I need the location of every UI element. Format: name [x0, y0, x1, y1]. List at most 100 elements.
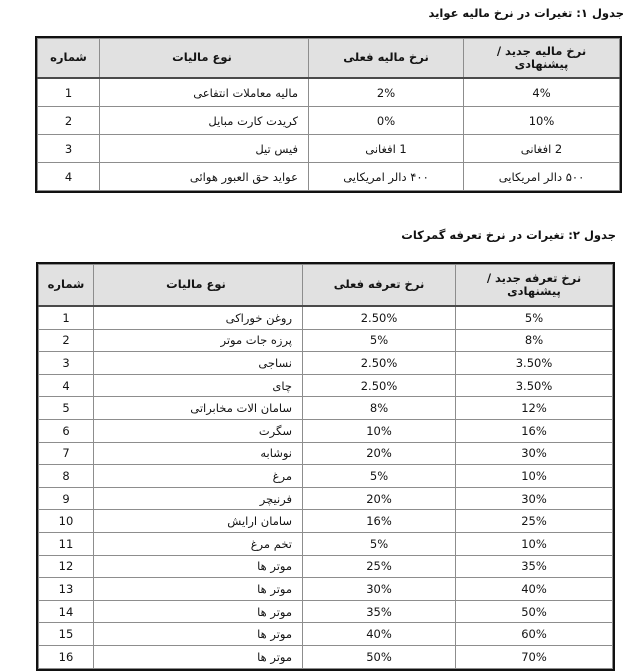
table-row: 5% 2.50% روغن خوراکی 1 [38, 305, 613, 330]
table-1-row-number: 2 [37, 106, 100, 135]
table-row: 2 افغانی 1 افغانی فیس تیل 3 [37, 134, 620, 163]
table-2-row-number: 6 [38, 418, 94, 443]
table-2-proposed-rate: 3.50% [455, 351, 613, 375]
table-2-current-rate: 30% [302, 577, 456, 601]
table-2-col-number: شماره [38, 264, 94, 307]
table-2-current-rate: 5% [302, 464, 456, 488]
table-2-proposed-rate: 25% [455, 509, 613, 533]
table-2-row-number: 13 [38, 577, 94, 601]
table-2-container: نرخ تعرفه جدید / پیشنهادی نرخ تعرفه فعلی… [36, 262, 615, 671]
table-1-current-rate: ۴۰۰ دالر امریکایی [308, 162, 464, 191]
table-2-proposed-rate: 35% [455, 554, 613, 579]
table-2-proposed-rate: 16% [455, 418, 613, 443]
table-2-tax-type: موتر ها [93, 554, 303, 579]
table-2-header-row: نرخ تعرفه جدید / پیشنهادی نرخ تعرفه فعلی… [38, 264, 613, 307]
table-2-tax-type: سگرت [93, 418, 303, 443]
table-2-proposed-rate: 10% [455, 531, 613, 556]
table-2-tax-type: پرزه جات موتر [93, 328, 303, 353]
table-2-tax-type: سامان ارایش [93, 509, 303, 533]
table-2-proposed-rate: 12% [455, 396, 613, 420]
table-row: 4% 2% مالیه معاملات انتفاعی 1 [37, 77, 620, 107]
table-1-header-row: نرخ مالیه جدید / پیشنهادی نرخ مالیه فعلی… [37, 38, 620, 79]
table-1-col-number: شماره [37, 38, 100, 79]
table-1-row-number: 4 [37, 162, 100, 191]
table-2-tax-type: روغن خوراکی [93, 305, 303, 330]
table-1-row-number: 1 [37, 77, 100, 107]
table-2-proposed-rate: 50% [455, 599, 613, 624]
table-1-tax-type: فیس تیل [99, 134, 309, 163]
table-2-current-rate: 2.50% [302, 373, 456, 398]
table-2-proposed-rate: 8% [455, 328, 613, 353]
table-2-row-number: 14 [38, 599, 94, 624]
table-2-current-rate: 35% [302, 599, 456, 624]
table-2-tax-type: سامان الات مخابراتی [93, 396, 303, 420]
document-page: جدول ۱: تغیرات در نرخ مالیه عواید نرخ ما… [35, 6, 624, 671]
table-2-proposed-rate: 30% [455, 486, 613, 511]
table-1-tax-type: مالیه معاملات انتفاعی [99, 77, 309, 107]
table-2-current-rate: 8% [302, 396, 456, 420]
table-row: 40% 30% موتر ها 13 [38, 577, 613, 601]
table-1-current-rate: 1 افغانی [308, 134, 464, 163]
table-row: 10% 0% کریدت کارت مبایل 2 [37, 106, 620, 135]
table-2-row-number: 2 [38, 328, 94, 353]
table-row: 8% 5% پرزه جات موتر 2 [38, 328, 613, 353]
table-2-row-number: 1 [38, 305, 94, 330]
table-2-row-number: 11 [38, 531, 94, 556]
table-row: 16% 10% سگرت 6 [38, 418, 613, 443]
table-2-row-number: 9 [38, 486, 94, 511]
table-2-current-rate: 2.50% [302, 305, 456, 330]
table-2-tax-type: چای [93, 373, 303, 398]
table-1-container: نرخ مالیه جدید / پیشنهادی نرخ مالیه فعلی… [35, 36, 622, 193]
table-2-current-rate: 16% [302, 509, 456, 533]
table-2-row-number: 12 [38, 554, 94, 579]
table-1-col-tax-type: نوع مالیات [99, 38, 309, 79]
table-row: 12% 8% سامان الات مخابراتی 5 [38, 396, 613, 420]
table-1-current-rate: 0% [308, 106, 464, 135]
table-1-body: 4% 2% مالیه معاملات انتفاعی 1 10% 0% کریدت کار… [37, 77, 620, 191]
table-2-tax-type: تخم مرغ [93, 531, 303, 556]
table-2-col-proposed-rate: نرخ تعرفه جدید / پیشنهادی [455, 264, 613, 307]
table-row: ۵۰۰ دالر امریکایی ۴۰۰ دالر امریکایی عواید … [37, 162, 620, 191]
table-2-proposed-rate: 70% [455, 644, 613, 669]
table-row: 70% 50% موتر ها 16 [38, 644, 613, 669]
table-2-caption: جدول ۲: تغیرات در نرخ تعرفه گمرکات [401, 228, 616, 242]
table-2-row-number: 3 [38, 351, 94, 375]
table-1-current-rate: 2% [308, 77, 464, 107]
table-1-proposed-rate: 4% [463, 77, 620, 107]
table-2-tax-type: موتر ها [93, 622, 303, 646]
table-1-proposed-rate: 2 افغانی [463, 134, 620, 163]
table-2-proposed-rate: 3.50% [455, 373, 613, 398]
customs-tariff-rates-table: نرخ تعرفه جدید / پیشنهادی نرخ تعرفه فعلی… [38, 264, 613, 669]
table-2-proposed-rate: 60% [455, 622, 613, 646]
table-2-current-rate: 25% [302, 554, 456, 579]
table-2-tax-type: فرنیچر [93, 486, 303, 511]
table-row: 30% 20% فرنیچر 9 [38, 486, 613, 511]
table-2-proposed-rate: 30% [455, 441, 613, 466]
table-row: 60% 40% موتر ها 15 [38, 622, 613, 646]
table-2-tax-type: موتر ها [93, 577, 303, 601]
table-2-current-rate: 5% [302, 531, 456, 556]
table-2-current-rate: 5% [302, 328, 456, 353]
table-2-proposed-rate: 40% [455, 577, 613, 601]
table-1-caption: جدول ۱: تغیرات در نرخ مالیه عواید [428, 6, 624, 20]
table-2-col-tax-type: نوع مالیات [93, 264, 303, 307]
table-2-row-number: 4 [38, 373, 94, 398]
table-2-proposed-rate: 5% [455, 305, 613, 330]
table-row: 25% 16% سامان ارایش 10 [38, 509, 613, 533]
table-2-row-number: 7 [38, 441, 94, 466]
table-2-current-rate: 10% [302, 418, 456, 443]
table-row: 3.50% 2.50% نساجی 3 [38, 351, 613, 375]
table-2-row-number: 5 [38, 396, 94, 420]
table-2-current-rate: 40% [302, 622, 456, 646]
table-2-tax-type: نساجی [93, 351, 303, 375]
table-1-tax-type: عواید حق العبور هوائی [99, 162, 309, 191]
table-row: 3.50% 2.50% چای 4 [38, 373, 613, 398]
table-2-current-rate: 50% [302, 644, 456, 669]
table-2-col-current-rate: نرخ تعرفه فعلی [302, 264, 456, 307]
table-row: 35% 25% موتر ها 12 [38, 554, 613, 579]
table-2-header: نرخ تعرفه جدید / پیشنهادی نرخ تعرفه فعلی… [38, 264, 613, 307]
table-2-row-number: 8 [38, 464, 94, 488]
table-1-proposed-rate: ۵۰۰ دالر امریکایی [463, 162, 620, 191]
table-row: 50% 35% موتر ها 14 [38, 599, 613, 624]
table-row: 30% 20% نوشابه 7 [38, 441, 613, 466]
